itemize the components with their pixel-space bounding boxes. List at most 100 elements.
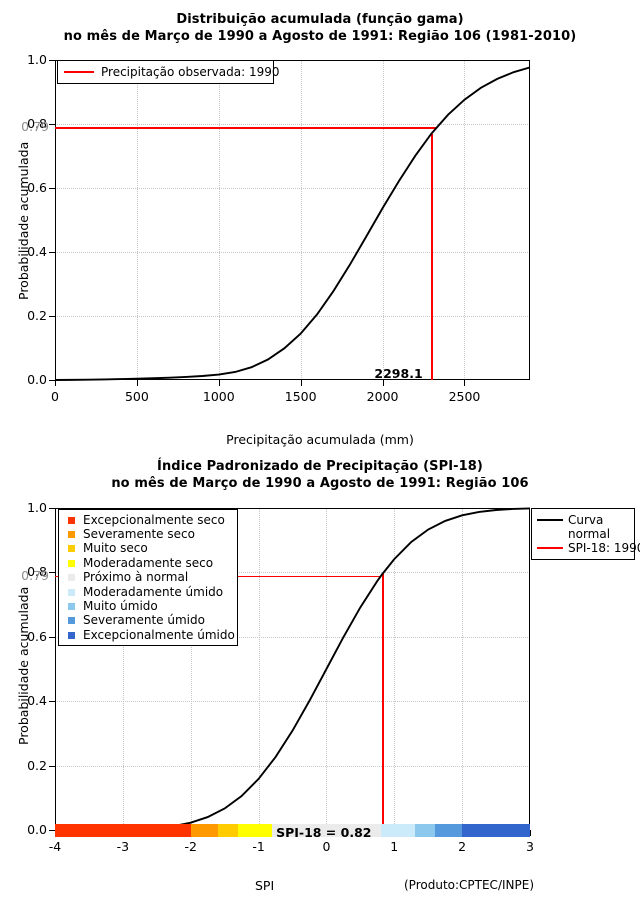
y-tick-mark — [49, 316, 55, 317]
x-tick-label: 2500 — [448, 389, 481, 404]
legend-label-wrap: SPI-18: 1990 — [568, 540, 640, 555]
colorbar-segment — [414, 824, 435, 837]
grid-line-horizontal — [55, 316, 530, 317]
grid-line-vertical — [300, 60, 302, 380]
category-color-swatch-icon — [68, 631, 75, 639]
category-legend-label: Excepcionalmente seco — [83, 512, 225, 527]
grid-line-vertical — [382, 60, 384, 380]
y-tick-label: 0.2 — [27, 308, 47, 323]
colorbar-segment — [462, 824, 530, 837]
x-tick-label: 1 — [390, 839, 399, 854]
y-tick-label: 0.0 — [27, 822, 47, 837]
grid-line-vertical — [190, 508, 192, 830]
x-tick-label: 3 — [526, 839, 534, 854]
colorbar-segment — [434, 824, 463, 837]
colorbar-segment — [238, 824, 273, 837]
legend-line-icon — [64, 71, 94, 73]
x-tick-label: 2000 — [366, 389, 399, 404]
y-tick-label: 0.2 — [27, 757, 47, 773]
legend-label: Precipitação observada: 1990 — [101, 64, 280, 79]
category-legend-item: Excepcionalmente seco — [64, 513, 231, 527]
category-color-swatch-icon — [68, 559, 75, 567]
chart1-subtitle: no mês de Março de 1990 a Agosto de 1991… — [63, 29, 577, 44]
y-tick-label: 0.8 — [27, 116, 47, 131]
x-tick-mark — [382, 380, 384, 386]
category-legend-item: Excepcionalmente úmido — [64, 628, 235, 642]
y-tick-label: 1.0 — [27, 500, 47, 515]
category-legend-item: Moderadamente úmido — [64, 585, 231, 599]
x-tick-mark — [464, 380, 466, 386]
y-tick-mark — [49, 508, 55, 509]
chart1-xlabel: Precipitação acumulada (mm) — [226, 432, 414, 447]
category-legend-item: Próximo à normal — [64, 571, 231, 585]
y-tick-mark — [49, 188, 55, 189]
grid-line-horizontal — [55, 636, 530, 638]
legend-line-icon — [537, 547, 563, 549]
y-tick-label: 0.4 — [27, 693, 47, 709]
colorbar-segment — [380, 824, 415, 837]
category-color-swatch-icon — [68, 516, 75, 524]
chart2-subtitle: no mês de Março de 1990 a Agosto de 1991… — [111, 476, 529, 491]
chart2-legend[interactable]: Curva normal SPI-18: 1990 — [531, 508, 640, 560]
legend-entry-curva-normal: Curva — [532, 513, 634, 527]
legend-entry-observed-precip: Precipitação observada: 1990 — [58, 65, 279, 79]
category-legend-item: Moderadamente seco — [64, 556, 231, 570]
spi-colorbar — [55, 824, 530, 837]
y-tick-mark — [49, 60, 55, 61]
x-tick-mark — [530, 830, 531, 836]
grid-line-vertical — [258, 508, 260, 830]
chart1-legend[interactable]: Precipitação observada: 1990 — [57, 60, 279, 84]
category-legend-label: Excepcionalmente úmido — [83, 627, 235, 642]
spi-vertical-line — [382, 574, 384, 830]
x-tick-mark — [300, 380, 302, 386]
y-tick-mark — [49, 830, 55, 831]
x-tick-mark — [55, 380, 56, 386]
grid-line-vertical — [462, 508, 464, 830]
category-color-swatch-icon — [68, 617, 75, 625]
grid-line-vertical — [136, 60, 138, 380]
chart1-title: Distribuição acumulada (função gama) — [176, 12, 464, 27]
x-tick-label: -4 — [48, 839, 62, 854]
observed-vertical-line — [431, 133, 433, 380]
grid-line-vertical — [122, 508, 124, 830]
x-tick-label: -1 — [252, 839, 265, 854]
series-curva-gama-acumulada — [54, 66, 531, 381]
chart2-category-legend[interactable]: Excepcionalmente seco Severamente seco Mui… — [58, 509, 238, 646]
legend-entry-spi-18-1990: SPI-18: 1990 — [532, 541, 640, 555]
colorbar-segment — [190, 824, 218, 837]
y-tick-mark — [49, 252, 55, 253]
x-tick-label: 0 — [322, 839, 331, 854]
category-legend-label: Severamente úmido — [83, 613, 205, 628]
chart1-observed-probability-value: 0.79 — [21, 119, 49, 135]
observed-horizontal-line — [55, 127, 438, 129]
category-legend-label: Próximo à normal — [83, 570, 189, 585]
chart2-observed-probability-value: 0.79 — [21, 567, 49, 583]
category-color-swatch-icon — [68, 603, 75, 611]
chart1-observed-precip-value: 2298.1 — [374, 366, 423, 381]
grid-line-vertical — [218, 60, 220, 380]
x-tick-mark — [218, 380, 220, 386]
y-tick-mark — [49, 124, 55, 125]
colorbar-segment — [272, 824, 381, 837]
grid-line-horizontal — [55, 188, 530, 189]
grid-line-vertical — [394, 508, 396, 830]
grid-line-horizontal — [55, 252, 530, 253]
category-color-swatch-icon — [68, 545, 75, 553]
y-tick-mark — [49, 636, 55, 638]
category-color-swatch-icon — [68, 588, 75, 596]
y-tick-label: 1.0 — [27, 52, 47, 67]
category-legend-item: Muito úmido — [64, 599, 231, 613]
category-color-swatch-icon — [68, 574, 75, 582]
chart2-title: Índice Padronizado de Precipitação (SPI-… — [157, 459, 483, 474]
legend-label: SPI-18: 1990 — [568, 540, 640, 555]
legend-label-line2: normal — [568, 526, 611, 541]
x-tick-label: 1000 — [202, 389, 235, 404]
category-legend-label: Severamente seco — [83, 527, 195, 542]
x-tick-label: -2 — [184, 839, 197, 854]
category-legend-label: Muito úmido — [83, 599, 158, 614]
grid-line-horizontal — [55, 124, 530, 125]
category-legend-label: Muito seco — [83, 541, 148, 556]
x-tick-label: -3 — [116, 839, 130, 854]
